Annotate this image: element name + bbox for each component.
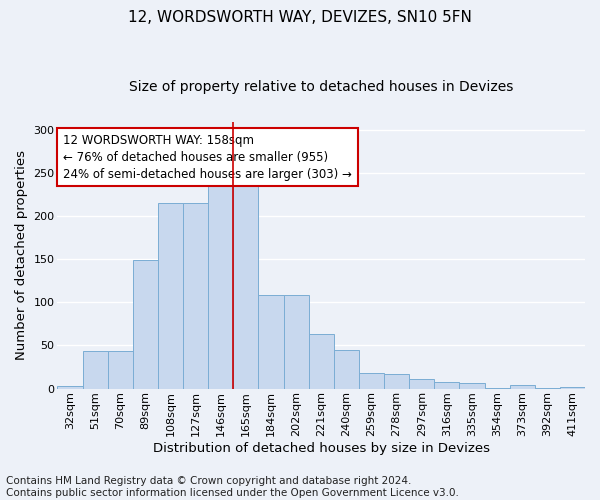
Bar [434, 382, 460, 388]
Bar [83, 350, 108, 389]
Bar [308, 334, 334, 388]
Text: 12 WORDSWORTH WAY: 158sqm
← 76% of detached houses are smaller (955)
24% of semi: 12 WORDSWORTH WAY: 158sqm ← 76% of detac… [63, 134, 352, 180]
Bar [460, 384, 485, 388]
Bar [384, 374, 409, 388]
Bar [259, 294, 284, 388]
X-axis label: Distribution of detached houses by size in Devizes: Distribution of detached houses by size … [153, 442, 490, 455]
Title: Size of property relative to detached houses in Devizes: Size of property relative to detached ho… [129, 80, 514, 94]
Bar [183, 202, 208, 388]
Bar [409, 379, 434, 388]
Text: Contains HM Land Registry data © Crown copyright and database right 2024.
Contai: Contains HM Land Registry data © Crown c… [6, 476, 459, 498]
Bar [208, 184, 233, 388]
Bar [108, 350, 133, 389]
Bar [233, 178, 259, 388]
Bar [58, 386, 83, 388]
Bar [133, 260, 158, 388]
Bar [334, 350, 359, 389]
Bar [359, 373, 384, 388]
Y-axis label: Number of detached properties: Number of detached properties [15, 150, 28, 360]
Bar [560, 387, 585, 388]
Bar [284, 294, 308, 388]
Text: 12, WORDSWORTH WAY, DEVIZES, SN10 5FN: 12, WORDSWORTH WAY, DEVIZES, SN10 5FN [128, 10, 472, 25]
Bar [158, 204, 183, 388]
Bar [509, 385, 535, 388]
